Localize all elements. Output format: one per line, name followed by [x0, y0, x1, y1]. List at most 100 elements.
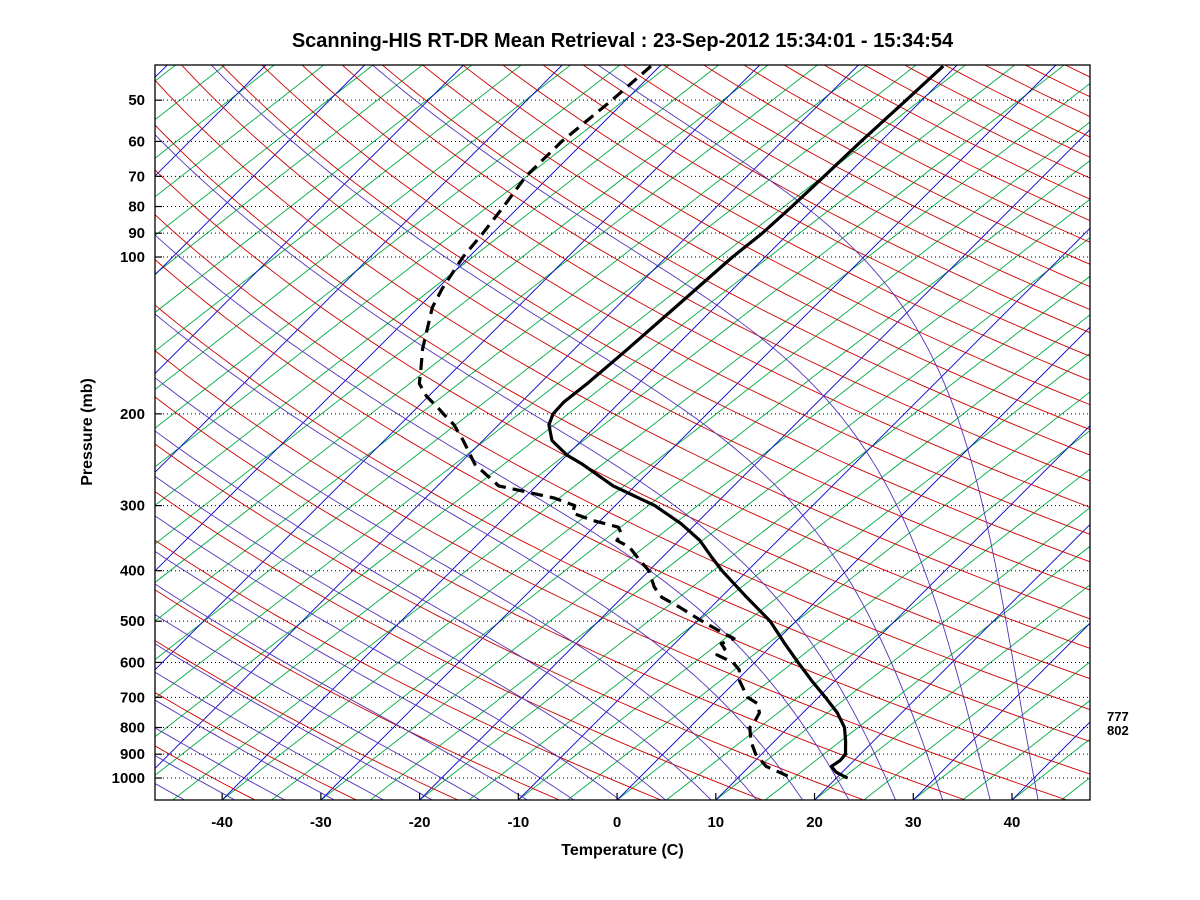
dry-adiabat-line	[155, 124, 1090, 649]
mixing-ratio-line	[155, 65, 473, 314]
mixing-ratio-line	[0, 65, 126, 800]
mixing-ratio-line	[155, 65, 226, 121]
x-tick-label: 30	[905, 814, 922, 831]
isotherm-line	[912, 622, 1090, 800]
mixing-ratio-line	[666, 468, 1090, 800]
moist-adiabat-line	[155, 430, 712, 800]
mixing-ratio-line	[419, 275, 1090, 800]
dry-adiabat-line	[261, 65, 1090, 535]
moist-adiabat-line	[155, 134, 896, 800]
moist-adiabat-line	[155, 377, 758, 800]
dry-adiabat-line	[382, 65, 1090, 456]
isotherm-line	[1011, 721, 1090, 800]
mixing-ratio-line	[155, 65, 522, 352]
x-tick-label: -20	[409, 814, 431, 831]
y-tick-label: 70	[128, 168, 145, 185]
annotation-777: 777	[1107, 709, 1129, 724]
mixing-ratio-line	[616, 429, 1090, 800]
isotherm-line	[155, 65, 464, 375]
moist-adiabat-line	[155, 671, 384, 800]
sounding-profiles	[417, 65, 945, 780]
y-tick-label: 80	[128, 199, 145, 216]
dry-adiabat-line	[542, 65, 1090, 357]
dry-adiabat-line	[181, 65, 1090, 591]
isotherm-line	[320, 65, 1057, 800]
dry-adiabat-line	[155, 539, 662, 800]
y-tick-label: 800	[120, 720, 145, 737]
moist-adiabat-line	[155, 550, 574, 800]
plot-frame	[154, 64, 1091, 801]
moist-adiabat-line	[0, 65, 84, 800]
mixing-ratio-line	[155, 65, 966, 699]
dry-adiabat-line	[155, 396, 966, 800]
moist-adiabat-line	[155, 614, 481, 800]
dry-adiabat-line	[823, 65, 1090, 200]
chart-title: Scanning-HIS RT-DR Mean Retrieval : 23-S…	[291, 30, 954, 52]
y-tick-label: 100	[120, 249, 145, 266]
dry-adiabat-line	[1024, 65, 1090, 98]
mixing-ratio-line	[715, 507, 1090, 800]
dry-adiabat-line	[155, 443, 865, 800]
dry-adiabat-line	[1065, 65, 1090, 78]
dry-adiabat-line	[944, 65, 1090, 138]
dry-adiabat-line	[155, 589, 560, 800]
mixing-ratio-line	[155, 65, 1016, 738]
mixing-ratio-line	[155, 65, 324, 198]
mixing-ratio-line	[0, 65, 77, 800]
moist-adiabat-line	[155, 313, 803, 800]
y-tick-label: 200	[120, 406, 145, 423]
mixing-ratio-line	[764, 545, 1090, 800]
mixing-ratio-line	[155, 65, 818, 584]
x-axis-label: Temperature (C)	[561, 842, 684, 859]
x-tick-label: 10	[707, 814, 724, 831]
x-tick-label: -40	[211, 814, 233, 831]
x-tick-label: 40	[1004, 814, 1021, 831]
moist-adiabat-line	[155, 643, 433, 800]
y-tick-label: 700	[120, 689, 145, 706]
dry-adiabat-line	[155, 169, 1090, 680]
mixing-ratio-line	[155, 65, 917, 661]
axes: 5060708090100200300400500600700800900100…	[112, 92, 1090, 831]
dry-adiabat-line	[783, 65, 1090, 222]
mixing-ratio-line	[155, 65, 423, 275]
mixing-ratio-line	[913, 661, 1090, 800]
isotherm-line	[155, 65, 761, 671]
y-tick-label: 50	[128, 92, 145, 109]
moist-adiabat-line	[155, 515, 621, 800]
dry-adiabat-line	[582, 65, 1090, 334]
mixing-ratio-line	[518, 352, 1090, 800]
moist-adiabat-line	[0, 65, 134, 800]
dry-adiabat-line	[155, 350, 1068, 800]
mixing-ratio-line	[1011, 738, 1090, 800]
mixing-ratio-line	[1061, 777, 1090, 800]
mixing-ratio-line	[172, 82, 1090, 800]
dry-adiabat-line	[155, 639, 459, 800]
moist-adiabat-line	[155, 583, 528, 800]
isotherm-line	[517, 227, 1090, 800]
y-axis-label: Pressure (mb)	[79, 378, 96, 486]
mixing-ratio-line	[567, 391, 1090, 800]
y-tick-label: 900	[120, 746, 145, 763]
mixing-ratio-line	[155, 65, 867, 622]
mixing-ratio-line	[155, 65, 571, 391]
mixing-ratio-line	[155, 65, 670, 468]
moist-adiabat-line	[155, 234, 850, 800]
y-tick-label: 400	[120, 563, 145, 580]
y-tick-label: 600	[120, 654, 145, 671]
dry-adiabat-line	[1146, 65, 1200, 800]
moist-adiabat-line	[155, 475, 666, 800]
mixing-ratio-line	[155, 65, 769, 545]
moist-adiabat-line	[372, 65, 991, 800]
dry-adiabat-line	[155, 79, 1090, 620]
x-tick-label: -10	[507, 814, 529, 831]
isotherm-line	[419, 128, 1090, 800]
dry-adiabat-line	[462, 65, 1090, 406]
dry-adiabat-line	[422, 65, 1090, 431]
mixing-ratio-line	[221, 121, 1090, 800]
y-tick-label: 60	[128, 133, 145, 150]
mixing-ratio-line	[814, 584, 1090, 800]
mixing-ratio-line	[155, 65, 621, 429]
dry-adiabat-line	[155, 304, 1090, 775]
